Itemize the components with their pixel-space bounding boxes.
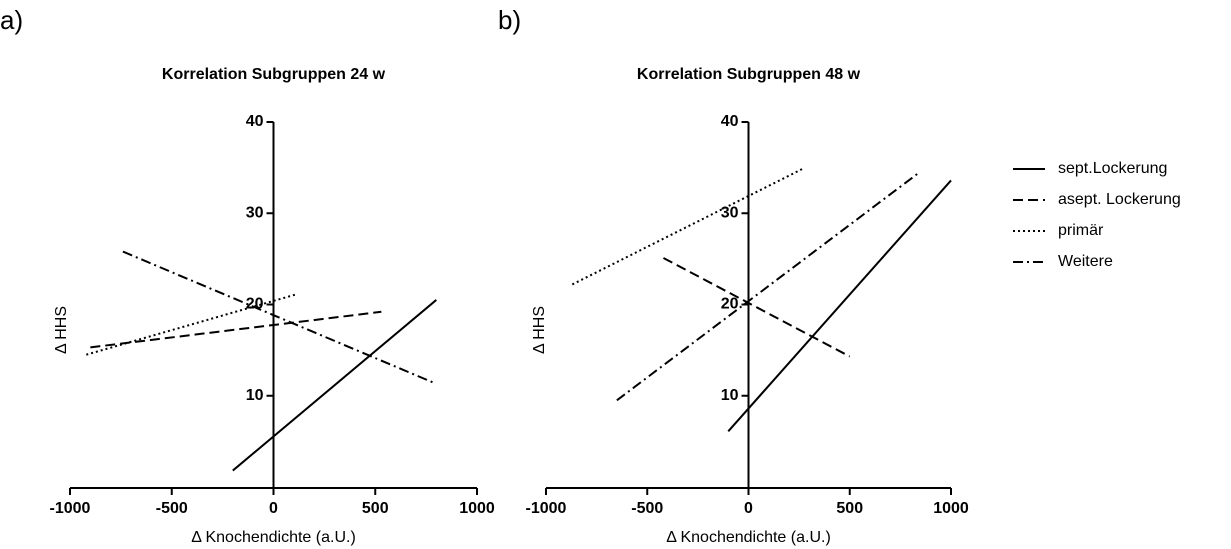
legend-label: sept.Lockerung: [1058, 160, 1167, 177]
series-line: [86, 293, 297, 356]
x-tick-label: 0: [744, 500, 753, 517]
panel-label: a): [0, 5, 23, 35]
series-line: [90, 310, 382, 349]
x-tick-label: 500: [362, 500, 389, 517]
x-axis-label: Δ Knochendichte (a.U.): [666, 529, 831, 546]
chart-title: Korrelation Subgruppen 24 w: [162, 66, 386, 83]
x-tick-label: 1000: [459, 500, 495, 517]
y-tick-label: 30: [246, 204, 264, 221]
series-line: [571, 167, 804, 286]
y-tick-label: 10: [721, 387, 739, 404]
legend-label: asept. Lockerung: [1058, 191, 1181, 208]
x-axis-label: Δ Knochendichte (a.U.): [191, 529, 356, 546]
x-tick-label: -1000: [50, 500, 91, 517]
panel-label: b): [498, 5, 521, 35]
x-tick-label: -500: [156, 500, 188, 517]
y-tick-label: 40: [246, 113, 264, 130]
y-tick-label: 10: [246, 387, 264, 404]
chart-title: Korrelation Subgruppen 48 w: [637, 66, 861, 83]
legend-label: primär: [1058, 222, 1104, 239]
series-line: [122, 250, 435, 384]
y-tick-label: 20: [721, 296, 739, 313]
y-tick-label: 30: [721, 204, 739, 221]
series-line: [616, 171, 921, 402]
series-line: [232, 299, 437, 472]
y-axis-label: Δ HHS: [53, 306, 70, 354]
series-line: [727, 179, 952, 433]
x-tick-label: -1000: [526, 500, 567, 517]
x-tick-label: 500: [836, 500, 863, 517]
x-tick-label: 0: [269, 500, 278, 517]
series-line: [662, 257, 851, 358]
y-tick-label: 40: [721, 113, 739, 130]
x-tick-label: 1000: [933, 500, 969, 517]
y-axis-label: Δ HHS: [531, 306, 548, 354]
x-tick-label: -500: [631, 500, 663, 517]
legend-label: Weitere: [1058, 253, 1113, 270]
